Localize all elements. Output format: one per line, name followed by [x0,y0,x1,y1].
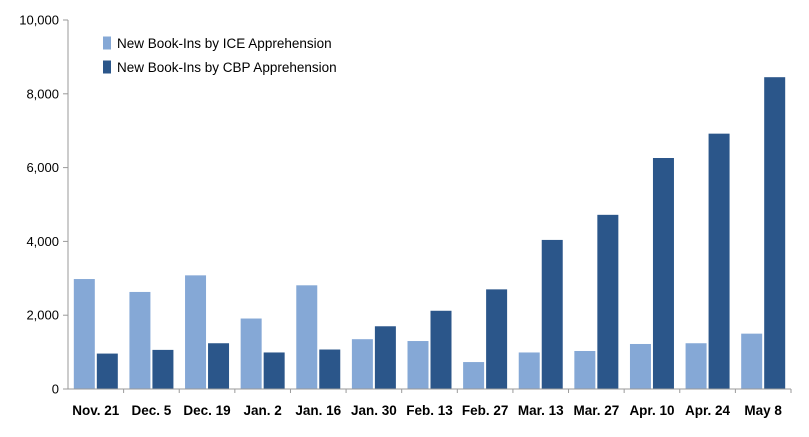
x-tick-label: Jan. 30 [351,403,397,418]
x-tick-label: Jan. 16 [295,403,341,418]
bar-ice [629,343,651,389]
bar-ice [407,341,429,389]
y-tick-label: 2,000 [26,308,59,323]
x-tick-label: Dec. 5 [132,403,172,418]
bar-ice [73,279,95,389]
bar-cbp [374,326,396,389]
x-tick-label: Feb. 27 [462,403,509,418]
bar-ice [741,333,763,389]
x-tick-label: Apr. 10 [629,403,674,418]
bar-ice [685,343,707,389]
legend: New Book-Ins by ICE Apprehension New Boo… [103,36,337,75]
x-tick-label: Nov. 21 [72,403,120,418]
bar-cbp [597,214,619,389]
bar-ice [185,275,207,389]
legend-swatch-cbp [103,60,111,74]
bar-ice [351,339,373,389]
x-tick-label: May 8 [744,403,782,418]
bar-cbp [263,352,285,389]
x-tick-label: Apr. 24 [685,403,731,418]
bar-ice [296,285,318,389]
y-tick-label: 6,000 [26,160,59,175]
legend-swatch-ice [103,36,111,50]
bar-cbp [430,310,452,389]
bar-cbp [652,158,674,389]
legend-label-cbp: New Book-Ins by CBP Apprehension [117,60,337,75]
bar-ice [463,362,485,389]
bar-ice [129,291,151,389]
x-tick-label: Mar. 27 [573,403,619,418]
y-tick-label: 0 [52,382,59,397]
bar-cbp [152,349,174,389]
x-tick-label: Dec. 19 [183,403,230,418]
bar-ice [240,318,262,389]
bar-cbp [208,343,230,389]
x-tick-label: Mar. 13 [518,403,564,418]
bar-cbp [319,349,341,389]
bar-cbp [96,353,118,389]
y-tick-label: 10,000 [19,13,59,28]
bar-cbp [486,289,508,389]
bars [73,77,786,389]
bar-cbp [708,133,730,389]
y-axis-ticks: 0 2,000 4,000 6,000 8,000 10,000 [19,13,68,397]
bar-cbp [764,77,786,389]
bar-ice [574,350,596,389]
y-tick-label: 8,000 [26,86,59,101]
y-tick-label: 4,000 [26,234,59,249]
legend-label-ice: New Book-Ins by ICE Apprehension [117,36,332,51]
x-axis-labels: Nov. 21 Dec. 5 Dec. 19 Jan. 2 Jan. 16 Jan. 30… [72,389,792,418]
x-tick-label: Feb. 13 [406,403,453,418]
x-tick-label: Jan. 2 [244,403,282,418]
bar-cbp [541,239,563,389]
bar-ice [518,352,540,389]
